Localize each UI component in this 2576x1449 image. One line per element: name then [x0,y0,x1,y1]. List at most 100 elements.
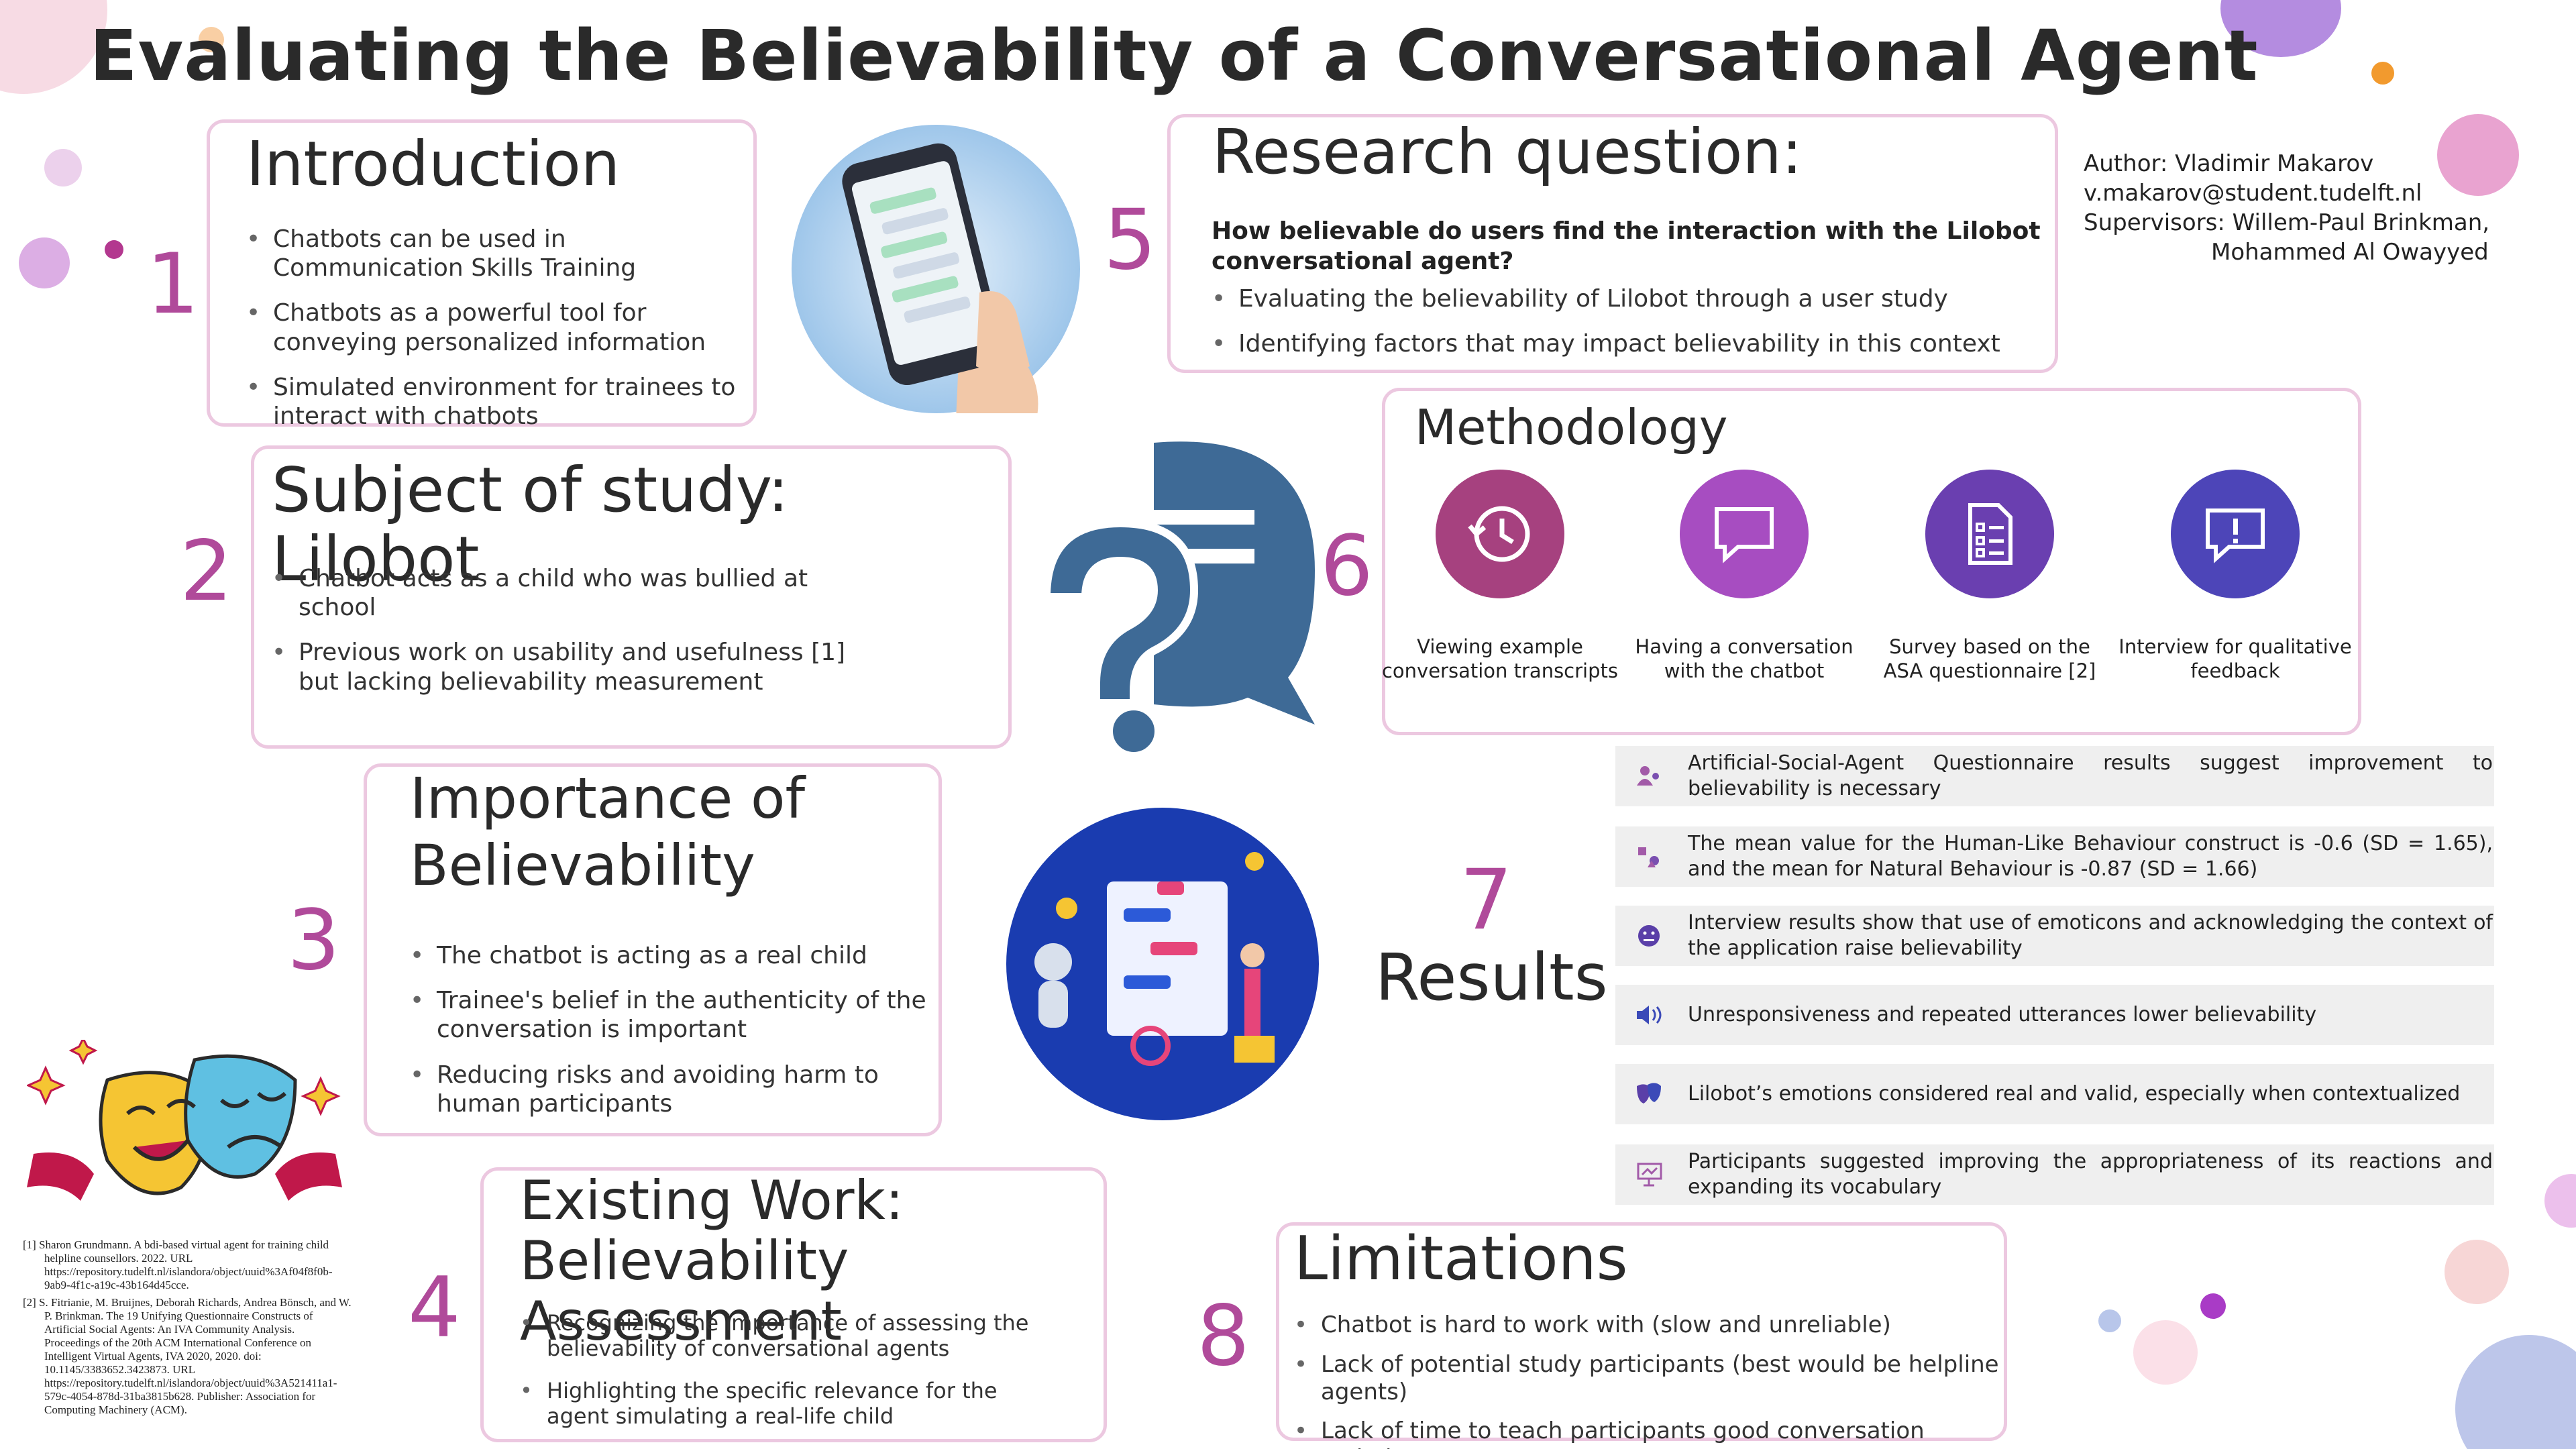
list-item: Chatbot acts as a child who was bullied … [272,564,849,622]
speaker-icon [1630,1002,1668,1028]
subject-heading: Subject of study: Lilobot [272,454,789,596]
users-icon [1630,763,1668,790]
decor-circle [44,149,82,186]
decor-circle [2455,1335,2576,1449]
section-number-3: 3 [287,892,340,989]
list-item: Previous work on usability and usefulnes… [272,638,849,696]
theatre-masks-illustration [25,1036,342,1208]
masks-icon [1630,1081,1668,1108]
question-speech-bubble-icon [1033,436,1322,759]
feedback-alert-icon [2171,470,2300,598]
importance-list: The chatbot is acting as a real child Tr… [410,941,926,1134]
chart-shapes-icon [1630,843,1668,870]
limitations-panel: Limitations Chatbot is hard to work with… [1276,1222,2007,1449]
subject-panel: Subject of study: Lilobot Chatbot acts a… [251,445,1012,749]
result-row: Unresponsiveness and repeated utterances… [1615,985,2494,1045]
references: [1] Sharon Grundmann. A bdi-based virtua… [23,1238,352,1421]
method-label: Having a conversation [1635,635,1854,658]
subject-list: Chatbot acts as a child who was bullied … [272,564,849,712]
author-email: v.makarov@student.tudelft.nl [2084,180,2422,207]
result-text: The mean value for the Human-Like Behavi… [1688,832,2493,881]
section-number-7: 7 [1460,852,1513,949]
methodology-heading: Methodology [1415,399,1728,455]
decor-circle [2544,1174,2576,1228]
supervisor-2: Mohammed Al Owayyed [2211,239,2489,266]
supervisors: Supervisors: Willem-Paul Brinkman, [2084,209,2490,236]
section-number-2: 2 [180,523,233,620]
list-item: Identifying factors that may impact beli… [1212,329,2037,358]
reference-1: [1] Sharon Grundmann. A bdi-based virtua… [23,1238,333,1291]
list-item: Trainee's belief in the authenticity of … [410,986,926,1044]
research-question-list: Evaluating the believability of Lilobot … [1212,284,2037,374]
result-row: Artificial-Social-Agent Questionnaire re… [1615,746,2494,806]
section-number-1: 1 [146,236,199,333]
list-item: Chatbots can be used in Communication Sk… [246,225,736,282]
section-number-4: 4 [408,1260,461,1356]
decor-circle [105,240,123,259]
result-text: Interview results show that use of emoti… [1688,911,2493,960]
result-row: Participants suggested improving the app… [1615,1144,2494,1205]
existing-work-list: Recognizing the importance of assessing … [520,1310,1043,1446]
method-label: feedback [2190,659,2280,682]
poster-title: Evaluating the Believability of a Conver… [89,15,2259,97]
result-text: Artificial-Social-Agent Questionnaire re… [1688,751,2493,800]
list-item: Chatbots as a powerful tool for conveyin… [246,299,736,356]
limitations-heading: Limitations [1294,1224,1628,1294]
list-item: Lack of time to teach participants good … [1294,1417,2005,1449]
results-illustration [1006,808,1319,1120]
importance-panel: Importance of Believability The chatbot … [364,763,942,1136]
phone-chatbot-illustration [792,125,1080,420]
importance-heading-line1: Importance of [410,765,806,831]
emoticon-icon [1630,922,1668,949]
method-step-interview: Interview for qualitative feedback [2114,470,2356,683]
method-step-conversation: Having a conversation with the chatbot [1623,470,1865,683]
research-question-text: How believable do users find the interac… [1212,217,2041,275]
limitations-list: Chatbot is hard to work with (slow and u… [1294,1311,2005,1449]
decor-circle [19,237,70,288]
method-step-viewing: Viewing example conversation transcripts [1379,470,1621,683]
list-item: Recognizing the importance of assessing … [520,1310,1043,1362]
method-label: conversation transcripts [1381,659,1618,682]
section-number-5: 5 [1104,192,1157,288]
list-item: Simulated environment for trainees to in… [246,373,736,431]
list-item: Highlighting the specific relevance for … [520,1378,1043,1430]
decor-circle [2200,1293,2226,1319]
presentation-icon [1630,1161,1668,1188]
introduction-panel: Introduction Chatbots can be used in Com… [207,119,757,430]
method-label: Interview for qualitative [2118,635,2352,658]
decor-circle [2371,62,2394,85]
research-question-heading: Research question: [1212,116,1803,188]
section-number-6: 6 [1320,518,1373,614]
history-icon [1436,470,1564,598]
survey-document-icon [1925,470,2054,598]
author-name: Author: Vladimir Makarov [2084,150,2374,177]
result-row: Lilobot’s emotions considered real and v… [1615,1064,2494,1124]
existing-work-heading-line1: Existing Work: [520,1169,904,1232]
decor-circle [2133,1320,2198,1385]
reference-2: [2] S. Fitrianie, M. Bruijnes, Deborah R… [23,1296,352,1416]
decor-circle [2445,1240,2509,1304]
author-block: Author: Vladimir Makarov v.makarov@stude… [2084,149,2489,267]
result-text: Lilobot’s emotions considered real and v… [1688,1082,2461,1106]
method-step-survey: Survey based on the ASA questionnaire [2] [1869,470,2110,683]
result-text: Participants suggested improving the app… [1688,1150,2493,1199]
importance-heading-line2: Believability [410,833,755,898]
method-label: ASA questionnaire [2] [1883,659,2096,682]
result-row: Interview results show that use of emoti… [1615,906,2494,966]
list-item: The chatbot is acting as a real child [410,941,926,970]
chat-bubble-icon [1680,470,1809,598]
decor-circle [2098,1309,2121,1332]
list-item: Reducing risks and avoiding harm to huma… [410,1061,926,1118]
method-label: Survey based on the [1889,635,2090,658]
existing-work-panel: Existing Work: Believability Assessment … [480,1167,1107,1442]
list-item: Evaluating the believability of Lilobot … [1212,284,2037,313]
introduction-heading: Introduction [246,128,621,200]
list-item: Lack of potential study participants (be… [1294,1351,2005,1406]
list-item: Chatbot is hard to work with (slow and u… [1294,1311,2005,1339]
introduction-list: Chatbots can be used in Communication Sk… [246,225,736,447]
decor-circle [2437,114,2519,196]
decor-circle [199,27,224,52]
result-row: The mean value for the Human-Like Behavi… [1615,826,2494,887]
results-heading: Results [1375,940,1608,1015]
result-text: Unresponsiveness and repeated utterances… [1688,1003,2317,1026]
